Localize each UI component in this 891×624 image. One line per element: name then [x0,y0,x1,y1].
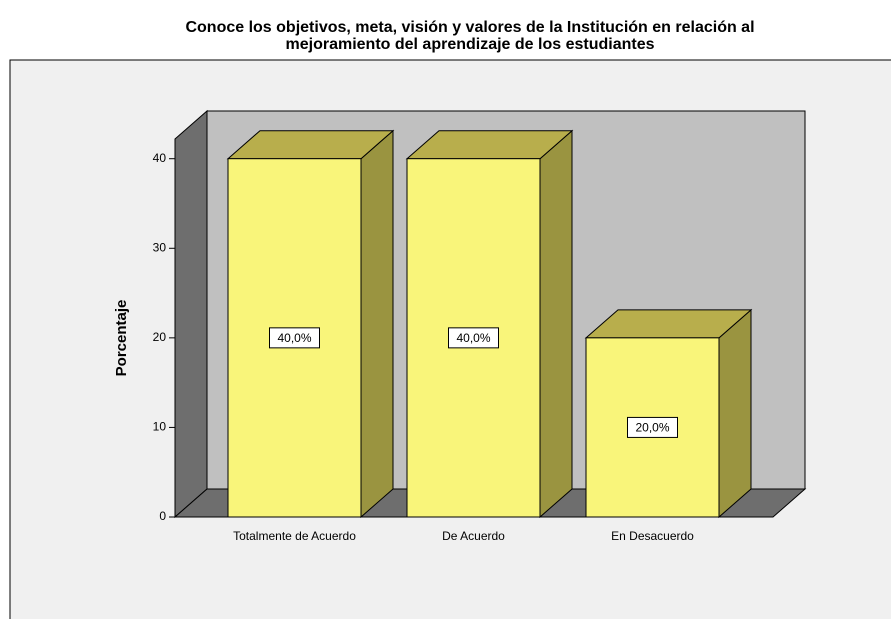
x-tick-label: En Desacuerdo [611,529,694,543]
y-tick-label: 20 [153,330,167,344]
chart-title: Conoce los objetivos, meta, visión y val… [185,19,754,36]
bar-side [539,129,573,519]
y-tick-label: 40 [153,151,167,165]
value-label-box [448,327,499,349]
y-tick-label: 10 [153,420,167,434]
y-axis-label: Porcentaje [113,300,130,377]
x-tick-label: Totalmente de Acuerdo [233,529,356,543]
value-label: 40,0% [277,331,311,345]
bar-side [718,308,752,519]
y-tick-label: 0 [159,509,166,523]
x-tick-label: De Acuerdo [442,529,505,543]
bar-side [360,129,394,519]
left-wall [174,109,208,519]
value-label-box [627,416,678,438]
value-label-box [269,327,320,349]
y-tick-label: 30 [153,240,167,254]
value-label: 40,0% [456,331,490,345]
chart-subtitle: mejoramiento del aprendizaje de los estu… [286,36,655,53]
value-label: 20,0% [635,421,669,435]
